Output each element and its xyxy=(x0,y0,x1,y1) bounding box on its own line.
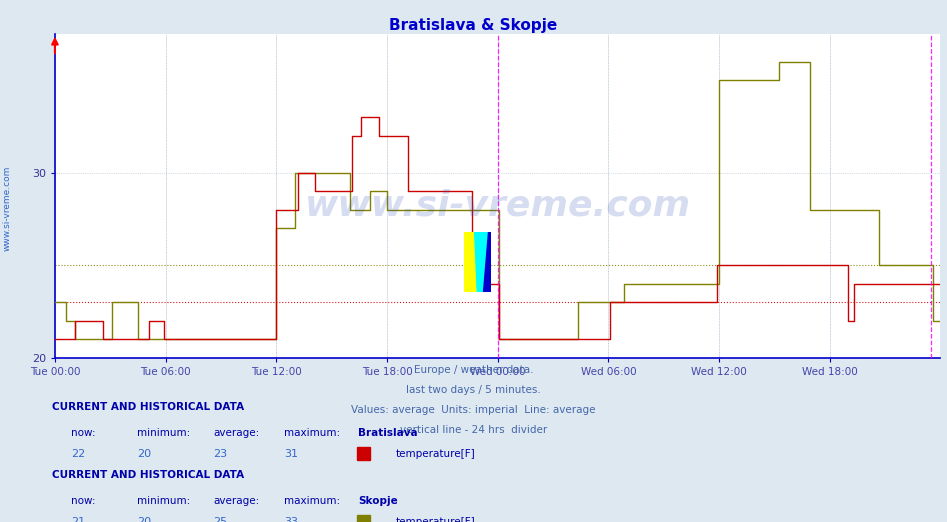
Text: Bratislava: Bratislava xyxy=(358,428,418,438)
Text: 23: 23 xyxy=(213,449,227,459)
Text: average:: average: xyxy=(213,428,259,438)
Text: now:: now: xyxy=(71,496,96,506)
Text: now:: now: xyxy=(71,428,96,438)
Text: last two days / 5 minutes.: last two days / 5 minutes. xyxy=(406,385,541,395)
Text: minimum:: minimum: xyxy=(137,496,190,506)
Text: Europe / weather data.: Europe / weather data. xyxy=(414,365,533,375)
Text: www.si-vreme.com: www.si-vreme.com xyxy=(3,166,12,252)
Text: 25: 25 xyxy=(213,517,227,522)
Text: maximum:: maximum: xyxy=(284,428,340,438)
Text: maximum:: maximum: xyxy=(284,496,340,506)
Text: 33: 33 xyxy=(284,517,298,522)
Polygon shape xyxy=(474,232,491,292)
Text: 22: 22 xyxy=(71,449,85,459)
Text: CURRENT AND HISTORICAL DATA: CURRENT AND HISTORICAL DATA xyxy=(52,402,244,412)
Text: Bratislava & Skopje: Bratislava & Skopje xyxy=(389,18,558,33)
Text: 20: 20 xyxy=(137,517,152,522)
Text: temperature[F]: temperature[F] xyxy=(396,449,475,459)
Text: www.si-vreme.com: www.si-vreme.com xyxy=(305,188,690,222)
Text: Values: average  Units: imperial  Line: average: Values: average Units: imperial Line: av… xyxy=(351,405,596,415)
Text: CURRENT AND HISTORICAL DATA: CURRENT AND HISTORICAL DATA xyxy=(52,470,244,480)
Polygon shape xyxy=(464,232,477,292)
Text: Skopje: Skopje xyxy=(358,496,398,506)
Text: 31: 31 xyxy=(284,449,298,459)
Text: average:: average: xyxy=(213,496,259,506)
Text: temperature[F]: temperature[F] xyxy=(396,517,475,522)
Text: 20: 20 xyxy=(137,449,152,459)
Text: 21: 21 xyxy=(71,517,85,522)
Polygon shape xyxy=(483,232,491,292)
Text: minimum:: minimum: xyxy=(137,428,190,438)
Text: vertical line - 24 hrs  divider: vertical line - 24 hrs divider xyxy=(400,425,547,435)
